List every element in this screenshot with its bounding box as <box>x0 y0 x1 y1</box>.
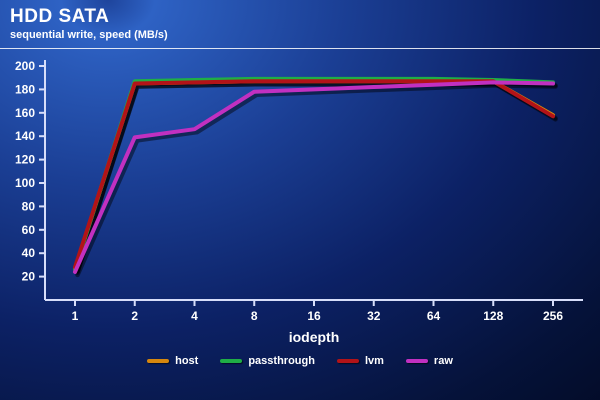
legend-swatch-lvm <box>336 359 359 363</box>
chart-title: HDD SATA <box>10 6 110 27</box>
legend-item-lvm: lvm <box>336 355 384 367</box>
x-tick-label: 16 <box>307 309 321 323</box>
x-tick-label: 8 <box>251 309 258 323</box>
chart-legend: host passthrough lvm raw <box>0 355 600 367</box>
legend-label-host: host <box>175 355 199 367</box>
chart-header: HDD SATA sequential write, speed (MB/s) <box>0 0 600 49</box>
legend-label-raw: raw <box>433 355 453 367</box>
series-line-lvm <box>73 79 555 270</box>
chart-subtitle: sequential write, speed (MB/s) <box>10 29 168 41</box>
series-shadow-lvm <box>75 81 558 273</box>
x-tick-label: 256 <box>543 309 563 323</box>
x-tick-label: 64 <box>427 309 441 323</box>
line-chart-plot: 20 40 60 80 100 120 140 160 180 200 1 2 4 8 16 32 64 128 2… <box>15 59 583 345</box>
series-line-passthrough <box>73 76 555 272</box>
legend-label-passthrough: passthrough <box>248 355 315 367</box>
x-tick-label: 32 <box>367 309 381 323</box>
y-tick-label: 100 <box>15 176 35 190</box>
legend-swatch-host <box>147 359 170 363</box>
x-tick-label: 128 <box>483 309 503 323</box>
legend-item-passthrough: passthrough <box>220 355 315 367</box>
y-tick-label: 40 <box>22 246 36 260</box>
series-shadow-raw <box>75 83 558 278</box>
legend-item-raw: raw <box>405 355 453 367</box>
y-tick-label: 120 <box>15 153 35 167</box>
x-tick-label: 2 <box>131 309 138 323</box>
legend-swatch-raw <box>405 359 428 363</box>
series-shadow-host <box>75 81 558 274</box>
legend-swatch-passthrough <box>220 359 243 363</box>
y-tick-label: 20 <box>22 270 36 284</box>
y-tick-label: 60 <box>22 223 36 237</box>
y-tick-label: 160 <box>15 106 35 120</box>
y-tick-label: 200 <box>15 59 35 73</box>
x-axis-title: iodepth <box>289 329 340 345</box>
legend-label-lvm: lvm <box>364 355 384 367</box>
x-tick-label: 1 <box>72 309 79 323</box>
y-tick-label: 140 <box>15 129 35 143</box>
series-shadow-passthrough <box>75 79 558 275</box>
series-line-host <box>73 79 555 271</box>
series-line-raw <box>73 80 555 274</box>
y-tick-label: 80 <box>22 199 36 213</box>
x-tick-label: 4 <box>191 309 198 323</box>
legend-item-host: host <box>147 355 198 367</box>
y-tick-label: 180 <box>15 82 35 96</box>
